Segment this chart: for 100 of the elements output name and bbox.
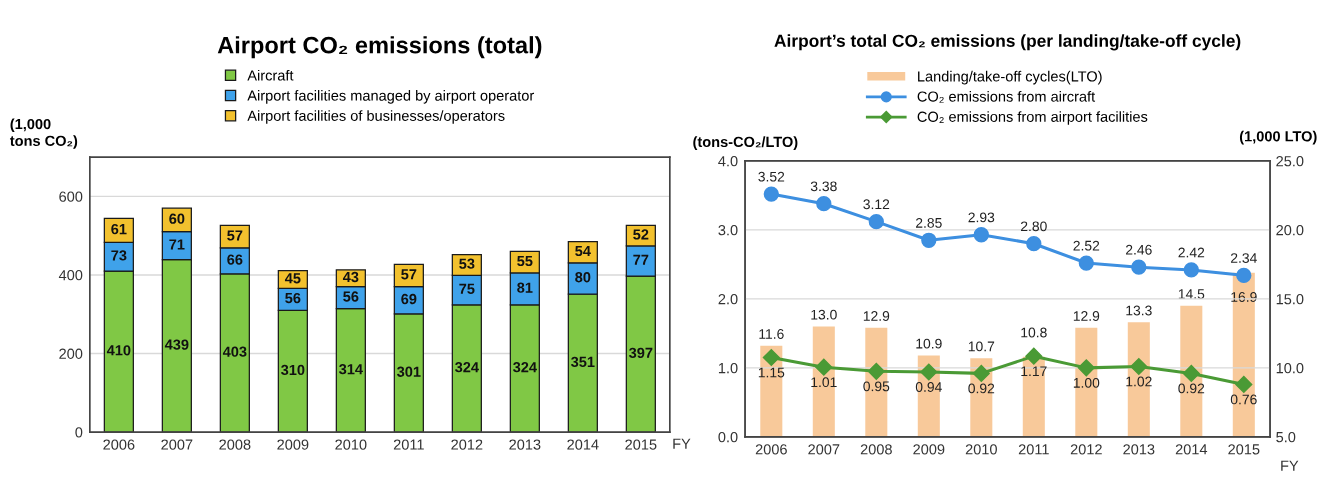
data-label: 12.9 — [1073, 311, 1100, 321]
data-label: 3.38 — [810, 181, 837, 192]
x-tick-label: 2013 — [1123, 444, 1155, 455]
data-label: 2.85 — [915, 217, 942, 228]
x-tick-label: 2011 — [1018, 444, 1049, 455]
point — [1236, 267, 1252, 284]
data-label: 77 — [633, 254, 649, 265]
data-label: 61 — [111, 223, 127, 235]
point — [973, 227, 989, 243]
point — [1130, 357, 1148, 376]
data-label: 2.34 — [1231, 253, 1257, 263]
x-tick-label: 2012 — [451, 439, 483, 450]
legend-label: CO₂ emissions from aircraft — [917, 91, 1096, 103]
point — [1077, 359, 1095, 377]
legend-label: Airport facilities managed by airport operator — [247, 90, 535, 104]
y2-tick-label: 20.0 — [1276, 225, 1304, 236]
legend-label: Landing/take-off cycles(LTO) — [918, 70, 1102, 85]
y2-tick-label: 10.0 — [1276, 362, 1304, 374]
data-label: 52 — [633, 229, 649, 240]
legend-label: Airport facilities of businesses/operators — [247, 110, 505, 124]
y-tick-label: 3.0 — [718, 225, 738, 236]
x-tick-label: 2006 — [755, 444, 787, 455]
data-label: 80 — [575, 272, 591, 283]
point — [1025, 347, 1043, 365]
x-tick-label: 2007 — [808, 444, 840, 455]
data-label: 0.76 — [1230, 394, 1257, 405]
x-tick-label: 2011 — [393, 439, 424, 450]
data-label: 301 — [397, 366, 421, 377]
data-label: 54 — [575, 245, 591, 257]
data-label: 57 — [401, 269, 417, 280]
data-label: 2.80 — [1020, 221, 1047, 232]
data-label: 324 — [513, 362, 537, 373]
data-label: 0.94 — [915, 382, 942, 392]
chart-title: Airport CO₂ emissions (total) — [217, 36, 542, 59]
x-tick-label: 2009 — [913, 444, 945, 455]
data-label: 73 — [111, 250, 127, 261]
data-label: 410 — [106, 345, 131, 356]
y-tick-label: 1.0 — [718, 362, 738, 374]
x-tick-label: 2009 — [277, 439, 309, 450]
data-label: 403 — [222, 346, 247, 357]
point — [1078, 255, 1094, 271]
data-label: 2.46 — [1125, 244, 1152, 255]
y2-tick-label: 5.0 — [1276, 431, 1296, 443]
point — [1235, 375, 1253, 393]
point — [972, 364, 990, 382]
x-tick-label: 2015 — [1228, 444, 1260, 455]
data-label: 1.01 — [811, 377, 837, 388]
chart-title: Airport’s total CO₂ emissions (per landing/take-off cycle) — [774, 34, 1241, 51]
point — [1131, 259, 1147, 275]
data-label: 43 — [342, 271, 359, 283]
data-label: 81 — [517, 282, 533, 293]
data-label: 0.95 — [863, 381, 890, 392]
x-tick-label: 2010 — [335, 439, 367, 450]
data-label: 314 — [339, 363, 363, 375]
y2-axis-title: (1,000 LTO) — [1239, 130, 1317, 145]
data-label: 12.9 — [863, 311, 890, 321]
data-label: 11.6 — [759, 329, 784, 339]
data-label: 1.02 — [1126, 376, 1152, 387]
data-label: 16.9 — [1231, 292, 1257, 302]
point — [867, 362, 885, 380]
y-tick-label: 0 — [75, 427, 83, 438]
y-tick-label: 400 — [58, 270, 83, 281]
data-label: 3.52 — [758, 171, 785, 182]
data-label: 0.92 — [1178, 383, 1205, 394]
x-tick-label: 2007 — [161, 439, 193, 450]
x-tick-label: 2014 — [567, 439, 599, 450]
x-axis-title: FY — [1281, 460, 1299, 471]
data-label: 397 — [629, 347, 653, 359]
point — [763, 186, 779, 202]
data-label: 0.92 — [968, 383, 995, 394]
x-tick-label: 2014 — [1175, 444, 1208, 455]
x-axis-title: FY — [673, 438, 691, 449]
data-label: 71 — [169, 239, 185, 250]
data-label: 324 — [455, 362, 479, 373]
point — [921, 232, 937, 248]
data-label: 10.7 — [968, 341, 995, 352]
data-label: 55 — [517, 255, 533, 267]
data-label: 45 — [284, 273, 301, 284]
x-tick-label: 2006 — [103, 439, 135, 450]
data-label: 2.42 — [1178, 247, 1205, 258]
x-tick-label: 2008 — [860, 444, 892, 455]
y-tick-label: 2.0 — [718, 294, 738, 305]
y2-tick-label: 15.0 — [1276, 294, 1304, 305]
data-label: 75 — [459, 283, 475, 294]
point — [868, 214, 884, 230]
y-tick-label: 600 — [59, 191, 83, 202]
x-tick-label: 2013 — [509, 439, 541, 450]
data-label: 57 — [227, 230, 243, 241]
point — [1182, 364, 1200, 382]
data-label: 2.93 — [968, 212, 995, 223]
data-label: 13.0 — [811, 309, 837, 320]
point — [815, 358, 833, 376]
data-label: 13.3 — [1126, 305, 1152, 316]
x-tick-label: 2012 — [1070, 444, 1102, 455]
data-label: 1.17 — [1021, 366, 1047, 376]
data-label: 14.5 — [1178, 289, 1205, 299]
data-label: 60 — [169, 213, 185, 224]
point — [920, 363, 938, 381]
data-label: 10.8 — [1021, 327, 1047, 338]
data-label: 66 — [227, 254, 243, 265]
